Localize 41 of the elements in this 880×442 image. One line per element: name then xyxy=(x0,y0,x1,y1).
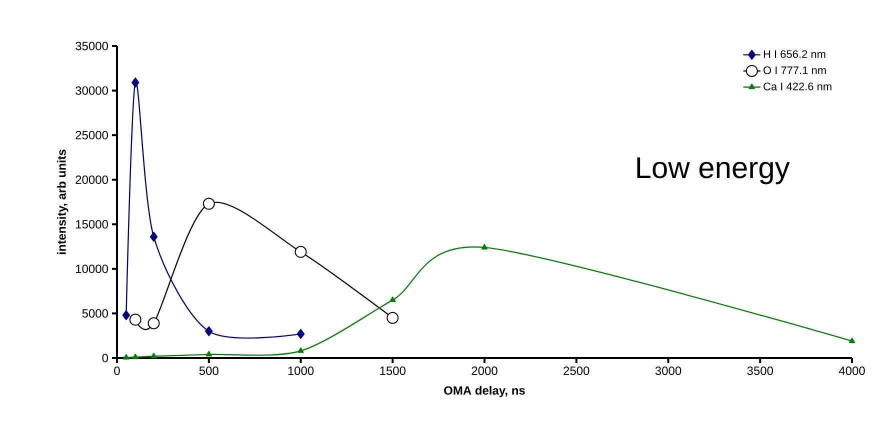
point xyxy=(122,310,130,320)
y-axis-title: intensity, arb units xyxy=(57,150,68,254)
point xyxy=(132,354,138,360)
point xyxy=(150,352,157,358)
y-tick-label: 30000 xyxy=(76,86,108,95)
legend-label: Ca I 422.6 nm xyxy=(764,82,832,90)
x-tick-label: 1500 xyxy=(380,366,406,376)
point xyxy=(205,326,213,336)
x-tick-label: 3000 xyxy=(655,366,682,376)
x-tick-label: 1000 xyxy=(288,366,314,376)
legend-label: H I 656.2 nm xyxy=(764,50,826,58)
x-tick-label: 0 xyxy=(114,366,120,376)
y-tick-label: 0 xyxy=(102,354,108,362)
y-tick-label: 25000 xyxy=(76,130,108,140)
x-tick-label: 2500 xyxy=(564,366,590,376)
point xyxy=(206,350,212,356)
point xyxy=(298,347,304,353)
point xyxy=(296,328,305,339)
x-axis-title: OMA delay, ns xyxy=(444,386,525,398)
point xyxy=(150,232,158,242)
point xyxy=(123,354,130,360)
point xyxy=(848,338,856,344)
y-tick-label: 20000 xyxy=(76,175,108,184)
point xyxy=(386,312,399,324)
point xyxy=(294,246,307,258)
annotation: Low energy xyxy=(637,157,790,184)
y-tick-label: 5000 xyxy=(82,309,108,318)
point xyxy=(129,314,142,326)
point xyxy=(390,296,396,302)
x-tick-label: 4000 xyxy=(838,366,865,376)
y-tick-label: 15000 xyxy=(76,220,108,229)
point xyxy=(132,78,140,88)
y-tick-label: 35000 xyxy=(76,42,108,50)
point xyxy=(481,244,488,250)
x-tick-label: 3500 xyxy=(747,366,774,376)
y-tick-label: 10000 xyxy=(76,264,108,274)
point xyxy=(202,198,215,210)
x-tick-label: 2000 xyxy=(472,366,498,376)
x-tick-label: 500 xyxy=(199,366,218,376)
legend-label: O I 777.1 nm xyxy=(764,66,826,74)
point xyxy=(148,317,160,330)
